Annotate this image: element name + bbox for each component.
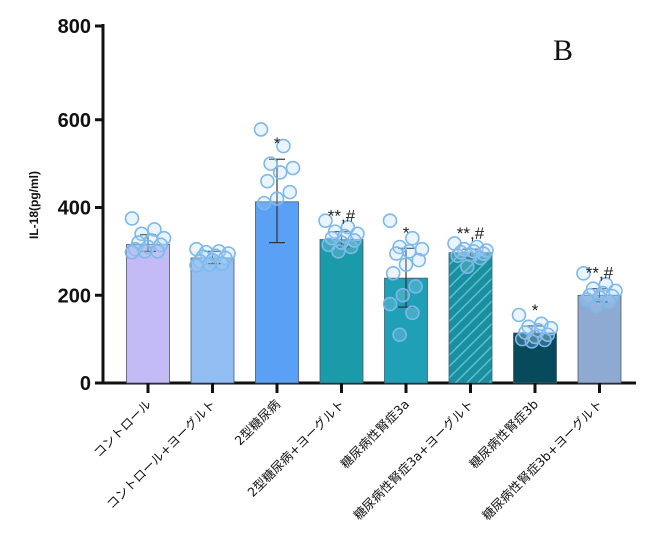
data-point xyxy=(382,213,398,228)
data-point xyxy=(405,230,420,246)
data-point xyxy=(343,239,359,255)
data-point xyxy=(124,244,140,260)
data-point xyxy=(269,191,285,207)
data-point xyxy=(189,258,204,273)
data-point xyxy=(392,327,407,343)
panel-label: B xyxy=(553,34,573,67)
significance-annotation: * xyxy=(274,134,281,153)
data-point xyxy=(202,257,217,272)
data-point xyxy=(256,195,272,211)
data-point xyxy=(524,334,540,349)
bar xyxy=(319,239,364,384)
y-tick-label: 600 xyxy=(58,110,91,132)
data-point xyxy=(260,173,275,189)
data-point xyxy=(511,307,527,323)
y-tick-label: 800 xyxy=(58,16,91,38)
data-point xyxy=(459,259,475,275)
x-tick-label: 糖尿病性腎症3a+ヨーグルト xyxy=(350,397,476,523)
data-point xyxy=(588,298,604,314)
data-point xyxy=(263,156,278,171)
data-point xyxy=(395,287,411,303)
data-point xyxy=(405,305,420,321)
data-point xyxy=(272,165,288,180)
data-point xyxy=(214,256,230,271)
data-point xyxy=(282,184,298,200)
x-tick-label: 糖尿病性腎症3a xyxy=(337,397,412,472)
data-point xyxy=(276,138,291,154)
data-point xyxy=(398,257,414,272)
data-point xyxy=(382,296,398,312)
x-tick-label: コントロール+ヨーグルト xyxy=(103,397,218,512)
data-point xyxy=(389,246,404,261)
y-tick-label: 400 xyxy=(58,198,91,220)
data-point xyxy=(124,211,140,226)
data-point xyxy=(576,266,591,281)
data-point xyxy=(408,279,423,294)
data-point xyxy=(385,266,401,281)
data-point xyxy=(411,252,427,268)
x-tick-label: 糖尿病性腎症3b+ヨーグルト xyxy=(479,397,605,523)
bar xyxy=(126,243,170,384)
data-point xyxy=(318,213,333,228)
significance-annotation: * xyxy=(532,301,539,320)
data-point xyxy=(150,244,165,259)
data-point xyxy=(253,122,269,137)
x-tick-label: 糖尿病性腎症3b xyxy=(466,396,541,471)
data-point xyxy=(450,248,466,264)
x-tick-label: 2型糖尿病 xyxy=(232,397,284,449)
data-point xyxy=(472,250,488,266)
data-point xyxy=(601,294,617,310)
bar xyxy=(577,294,622,384)
data-point xyxy=(147,222,162,237)
y-tick-label: 200 xyxy=(58,285,91,307)
data-point xyxy=(330,244,346,259)
significance-annotation: **,# xyxy=(328,207,356,226)
bar xyxy=(190,257,235,384)
x-tick-label: コントロール xyxy=(90,397,154,461)
data-point xyxy=(537,332,552,348)
error-bar xyxy=(269,158,285,244)
significance-annotation: **,# xyxy=(586,264,614,283)
significance-annotation: **,# xyxy=(457,224,485,243)
significance-annotation: * xyxy=(403,223,410,242)
data-point xyxy=(285,160,301,176)
data-point xyxy=(137,244,153,259)
y-tick-label: 0 xyxy=(80,373,91,395)
y-axis-label: IL-18(pg/ml) xyxy=(27,171,41,239)
